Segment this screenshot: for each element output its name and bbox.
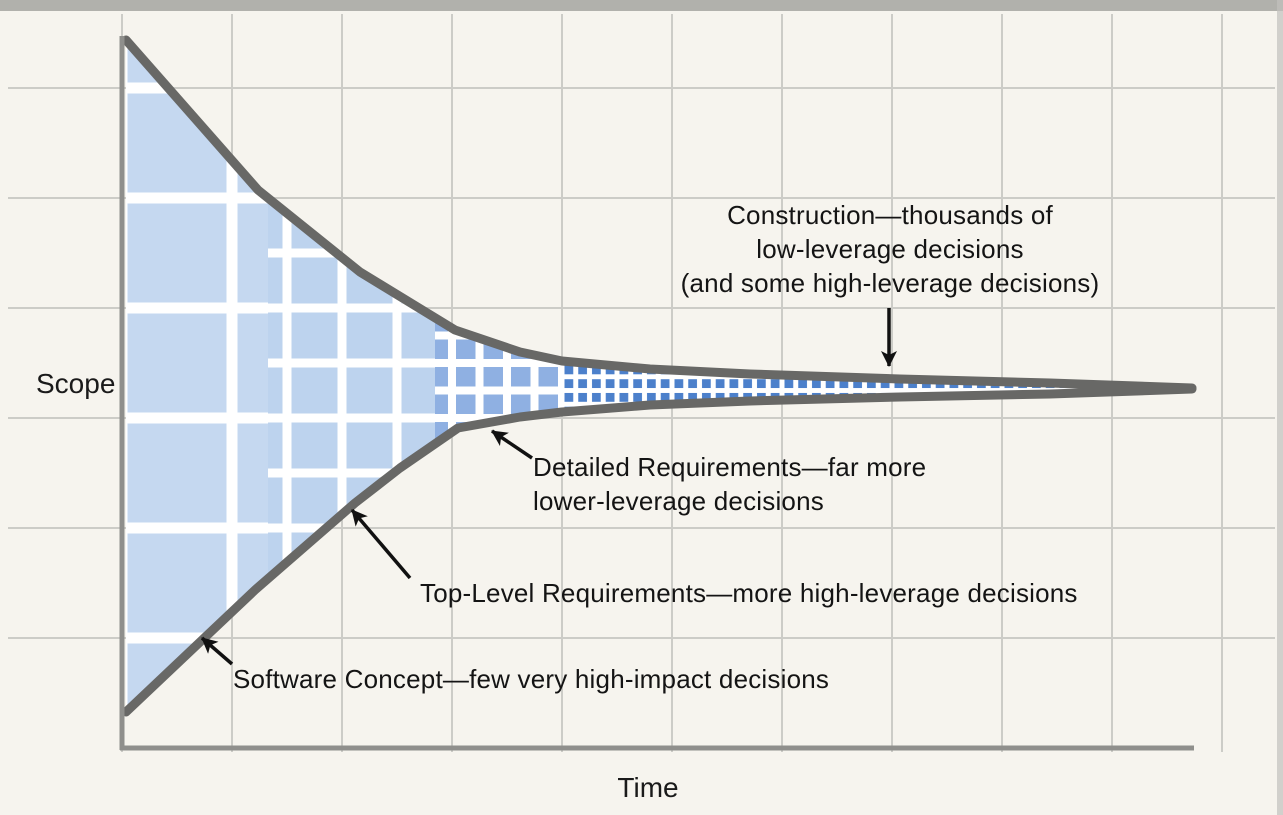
funnel-fill-medium <box>268 40 435 712</box>
funnel-bottom-outline <box>121 384 1197 717</box>
time-axis-label: Time <box>617 772 679 803</box>
software-concept-arrow <box>200 636 234 666</box>
annotation-software-concept: Software Concept—few very high-impact de… <box>233 664 830 694</box>
scan-artifact-top <box>0 0 1283 11</box>
top-level-requirements-arrow <box>350 508 412 580</box>
funnel-fill-fine <box>435 40 562 712</box>
funnel-fill-coarse <box>126 40 268 712</box>
scope-axis-label: Scope <box>36 368 116 399</box>
annotation-top-level-requirements: Top-Level Requirements—more high-leverag… <box>420 578 1078 608</box>
funnel-top-outline <box>121 35 1197 393</box>
detailed-requirements-arrow <box>491 429 533 460</box>
scan-artifact-right <box>1277 0 1283 815</box>
annotation-detailed-requirements: Detailed Requirements—far more lower-lev… <box>533 452 927 516</box>
annotation-construction: Construction—thousands of low-leverage d… <box>680 200 1100 298</box>
annotation-arrows <box>200 308 897 666</box>
